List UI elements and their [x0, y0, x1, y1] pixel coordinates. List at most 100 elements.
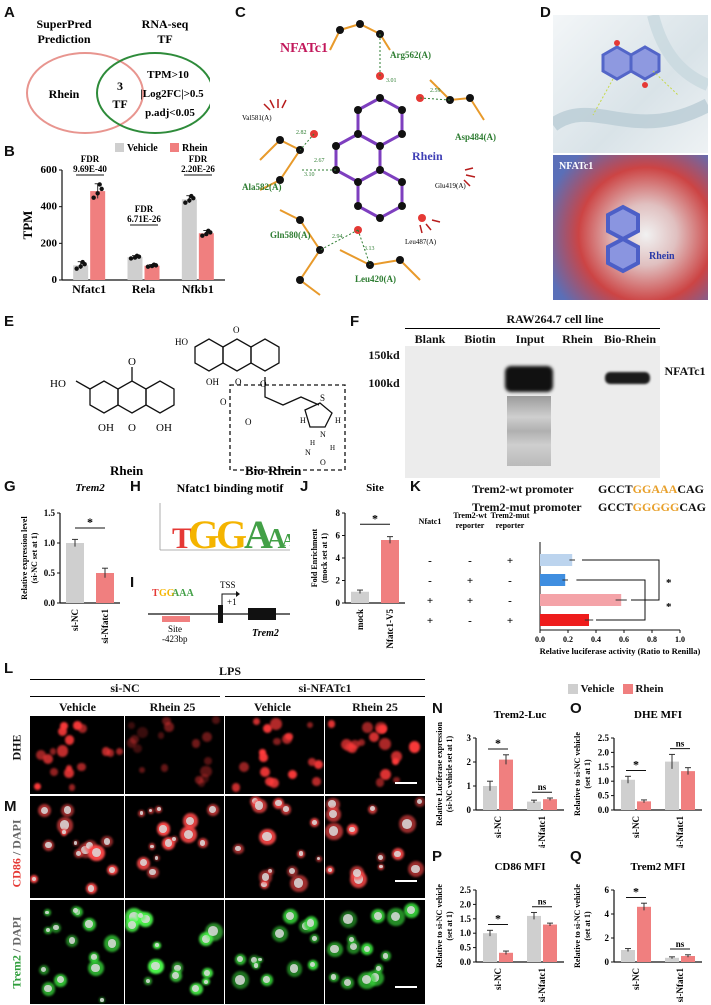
k-sign: +	[467, 575, 473, 587]
svg-text:OH: OH	[98, 422, 114, 434]
x-tick-label: si-Nfatc1	[100, 609, 110, 644]
data-point	[97, 182, 102, 187]
residue-arg562: Arg562(A)	[390, 50, 431, 60]
venn-right-circle	[96, 52, 210, 134]
svg-text:H: H	[330, 444, 335, 452]
panel-label-g: G	[4, 478, 16, 495]
sig-marker: ns	[676, 739, 685, 749]
y-tick-label: 400	[41, 201, 58, 213]
bar	[127, 257, 143, 280]
panel-label-i: I	[130, 574, 135, 591]
sig-marker: *	[372, 511, 378, 525]
svg-text:O: O	[128, 422, 136, 434]
svg-text:2.59: 2.59	[430, 88, 441, 94]
y-tick-label: 2	[336, 576, 341, 586]
panel-label-l: L	[4, 660, 14, 677]
residue-leu487: Leu487(A)	[405, 238, 437, 246]
k-col-header: reporter	[496, 521, 525, 530]
k-sign: +	[427, 595, 433, 607]
motif-title: Nfatc1 binding motif	[177, 481, 285, 495]
structure-label-bio-rhein: Bio-Rhein	[245, 463, 302, 478]
venn-right-title: RNA-seq	[142, 17, 189, 31]
bar	[665, 957, 679, 962]
y-axis-label: Relative Luciferase expression	[435, 722, 444, 826]
y-tick-label: 0	[336, 598, 341, 608]
panel-label-j: J	[300, 478, 309, 495]
bar	[637, 906, 651, 962]
panel-label-k: K	[410, 478, 421, 495]
bar	[483, 933, 497, 962]
panel-label-d: D	[540, 4, 551, 21]
blot-header-line	[405, 328, 660, 329]
svg-text:2.82: 2.82	[296, 130, 307, 136]
panel-label-p: P	[432, 848, 443, 865]
svg-text:Trem2: Trem2	[252, 628, 279, 639]
legend-rhein-swatch	[170, 143, 179, 152]
venn-crit-3: p.adj<0.05	[145, 107, 195, 119]
residue-gln580: Gln580(A)	[270, 230, 311, 240]
y-tick-label: 0.5	[44, 568, 56, 578]
y-tick-label: 2.5	[460, 885, 472, 895]
structure-label-rhein: Rhein	[110, 463, 144, 478]
data-point	[206, 228, 211, 233]
y-tick-label: 1.0	[598, 776, 610, 786]
bar	[483, 786, 497, 810]
residue-glu419: Glu419(A)	[435, 182, 466, 190]
chart-title: Trem2	[75, 482, 105, 494]
svg-text:N: N	[320, 430, 326, 439]
data-point	[78, 264, 83, 269]
data-point	[183, 200, 188, 205]
docking-ribbon-image	[548, 13, 711, 153]
k-mut-seq: GCCTGGGGGCAG	[598, 500, 707, 514]
lane-rhein: Rhein	[562, 332, 593, 346]
x-tick-label: 0.2	[563, 635, 573, 644]
legend-vehicle-swatch	[568, 684, 578, 695]
panel-label-a: A	[4, 4, 15, 21]
fdr-value: 9.69E-40	[73, 164, 107, 174]
svg-text:HO: HO	[175, 337, 188, 347]
sig-marker: *	[495, 736, 501, 750]
l-group-sinfatc1: si-NFATc1	[298, 681, 352, 695]
residue-leu420: Leu420(A)	[355, 274, 396, 284]
bar	[198, 233, 214, 280]
x-tick-label: Nfatc1-V5	[385, 609, 395, 649]
svg-text:H: H	[310, 439, 315, 447]
l-lps: LPS	[218, 664, 241, 678]
chart-o: 0.0 0.5 1.0 1.5 2.0 2.5 Relative to si-NC vehi…	[573, 709, 702, 848]
x-tick-label: si-Nfatc1	[675, 816, 685, 848]
motif-letter-t: T	[172, 522, 192, 555]
chart-title: Trem2-Luc	[494, 709, 547, 721]
motif-logo: Nfatc1 binding motif T G G A A A	[159, 481, 290, 557]
ligplot-ligand-label: Rhein	[412, 149, 443, 163]
venn-crit-2: |Log2FC|>0.5	[140, 88, 204, 100]
svg-text:+1: +1	[227, 597, 237, 607]
docking-surface-ligand-label: Rhein	[649, 251, 675, 262]
venn-diagram: SuperPred Prediction RNA-seq TF Rhein 3 …	[26, 17, 210, 134]
venn-left-title2: Prediction	[37, 32, 90, 46]
docking-surface-image: NFATc1 Rhein	[553, 155, 708, 300]
legend-rhein-label: Rhein	[182, 143, 208, 154]
blot-title: RAW264.7 cell line	[506, 312, 604, 326]
micrograph	[30, 900, 124, 1004]
residue-val581: Val581(A)	[242, 114, 272, 122]
svg-text:2.94: 2.94	[332, 234, 343, 240]
data-point	[189, 193, 194, 199]
data-point	[74, 266, 79, 271]
k-sign: -	[428, 555, 432, 567]
x-tick-label: si-Nfatc1	[537, 816, 547, 848]
blot-band-label: NFATc1	[664, 364, 706, 378]
data-point	[95, 191, 100, 196]
bar	[621, 950, 635, 962]
data-point	[151, 262, 157, 267]
bar	[66, 543, 84, 603]
bar	[499, 952, 513, 962]
x-tick-label: si-NC	[493, 816, 503, 838]
mw-100kd: 100kd	[368, 376, 400, 390]
y-axis-label: Relative to si-NC vehicle	[435, 884, 444, 968]
bar	[181, 199, 197, 280]
data-point	[187, 198, 192, 203]
svg-text:O: O	[220, 397, 227, 407]
sig-marker: *	[633, 758, 639, 772]
binding-site-box	[162, 616, 190, 622]
chart-j: 0 2 4 6 8 Fold Enrichment (mock set at 1) Site m…	[310, 482, 405, 649]
